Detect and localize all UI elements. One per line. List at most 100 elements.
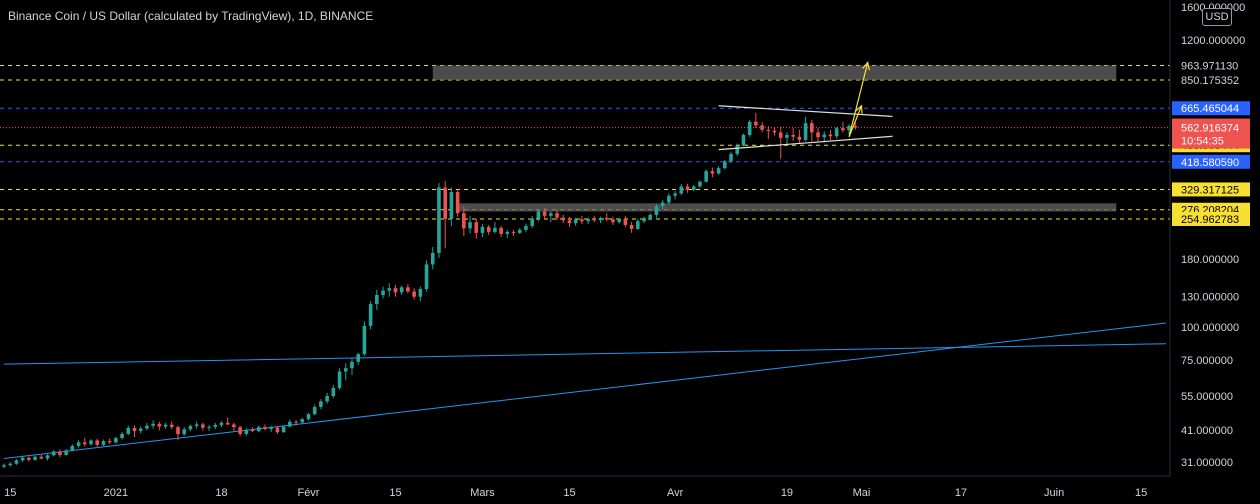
candle [300, 417, 305, 424]
candle-body [853, 125, 858, 128]
zone-rect [457, 203, 1117, 212]
candle [592, 215, 597, 223]
candle-body [524, 225, 528, 230]
candle [126, 425, 131, 436]
candle-body [138, 428, 143, 432]
candle-body [673, 193, 677, 196]
candle-body [45, 455, 50, 459]
candle-body [580, 219, 584, 222]
candle [710, 167, 715, 178]
candle-body [269, 427, 273, 430]
candle [256, 425, 261, 433]
x-tick-label: 2021 [104, 487, 128, 499]
level-label: 254.962783 [1181, 214, 1239, 226]
candle-body [536, 211, 541, 219]
candle [679, 184, 684, 195]
candle [393, 284, 398, 297]
trendline [3, 322, 1167, 460]
candle-body [735, 145, 740, 154]
drawings [718, 61, 893, 151]
x-tick-label: 15 [4, 487, 16, 499]
candle-body [331, 387, 336, 396]
candle-body [145, 425, 149, 429]
candle [723, 160, 727, 170]
x-tick-label: 18 [215, 487, 227, 499]
candle [604, 213, 609, 222]
candle [145, 423, 149, 431]
candle-body [648, 214, 653, 219]
candle [741, 133, 746, 147]
candle [754, 112, 758, 129]
candle-body [312, 406, 317, 415]
candle-body [207, 426, 211, 428]
candle [176, 425, 180, 441]
candle [27, 456, 31, 462]
candle-body [654, 206, 659, 215]
candle-body [660, 202, 665, 207]
candle [275, 426, 280, 434]
candle [617, 217, 621, 224]
candle-body [399, 287, 404, 293]
candle [14, 459, 19, 465]
candle [486, 224, 491, 235]
candle [219, 421, 224, 428]
time-axis[interactable]: 15 2021 18 Févr 15 Mars 15 Avr 19 Mai 17 Juin 15 [0, 475, 1170, 499]
candle [319, 399, 323, 410]
candle-body [39, 456, 44, 459]
candle [64, 449, 68, 456]
candle [449, 187, 454, 226]
price-axis[interactable]: 1600.0000001200.000000180.000000130.0000… [1169, 0, 1250, 476]
candle-body [213, 424, 218, 427]
candle-body [499, 227, 503, 234]
level-label-bg [1172, 211, 1250, 226]
candle [120, 431, 124, 440]
candle-body [188, 426, 193, 430]
candle-body [244, 429, 249, 434]
candle-body [443, 187, 447, 219]
candle [797, 129, 802, 144]
candle [573, 217, 578, 226]
price-badge-countdown: 10:54:35 [1181, 136, 1224, 148]
price-badge-value: 562.916374 [1181, 123, 1239, 135]
candle-body [101, 441, 106, 445]
zone-rect [432, 65, 1117, 80]
candle-body [256, 427, 261, 432]
candle-body [698, 181, 702, 187]
candle-body [778, 132, 783, 138]
candle [51, 449, 56, 457]
candle [269, 426, 273, 433]
candle-body [704, 171, 708, 182]
candle [437, 183, 441, 258]
candle-body [474, 222, 479, 233]
candle-body [449, 192, 454, 219]
level-label-bg [1172, 182, 1250, 197]
candle-body [567, 220, 572, 224]
candle-body [530, 218, 534, 226]
candle-body [462, 213, 466, 229]
candle [362, 321, 367, 356]
candle-body [747, 121, 752, 135]
level-label: 963.971130 [1181, 60, 1238, 72]
candle [182, 427, 187, 436]
candle [325, 392, 329, 404]
candle-body [70, 445, 75, 451]
level-label: 329.317125 [1181, 184, 1239, 196]
candle-body [219, 422, 224, 425]
x-tick-label: Mars [470, 487, 495, 499]
candle-body [691, 186, 696, 190]
candle-body [847, 125, 851, 131]
candle-body [493, 227, 497, 232]
candle [138, 426, 143, 434]
candle-body [126, 427, 131, 434]
candle [343, 363, 348, 381]
currency-button[interactable]: USD [1202, 8, 1232, 26]
candle-body [710, 171, 715, 174]
candle [244, 428, 249, 436]
candle [89, 439, 93, 446]
candle-body [685, 186, 690, 190]
candle [406, 284, 410, 294]
candle [430, 246, 435, 270]
candle [474, 218, 479, 239]
candle-body [387, 288, 392, 291]
